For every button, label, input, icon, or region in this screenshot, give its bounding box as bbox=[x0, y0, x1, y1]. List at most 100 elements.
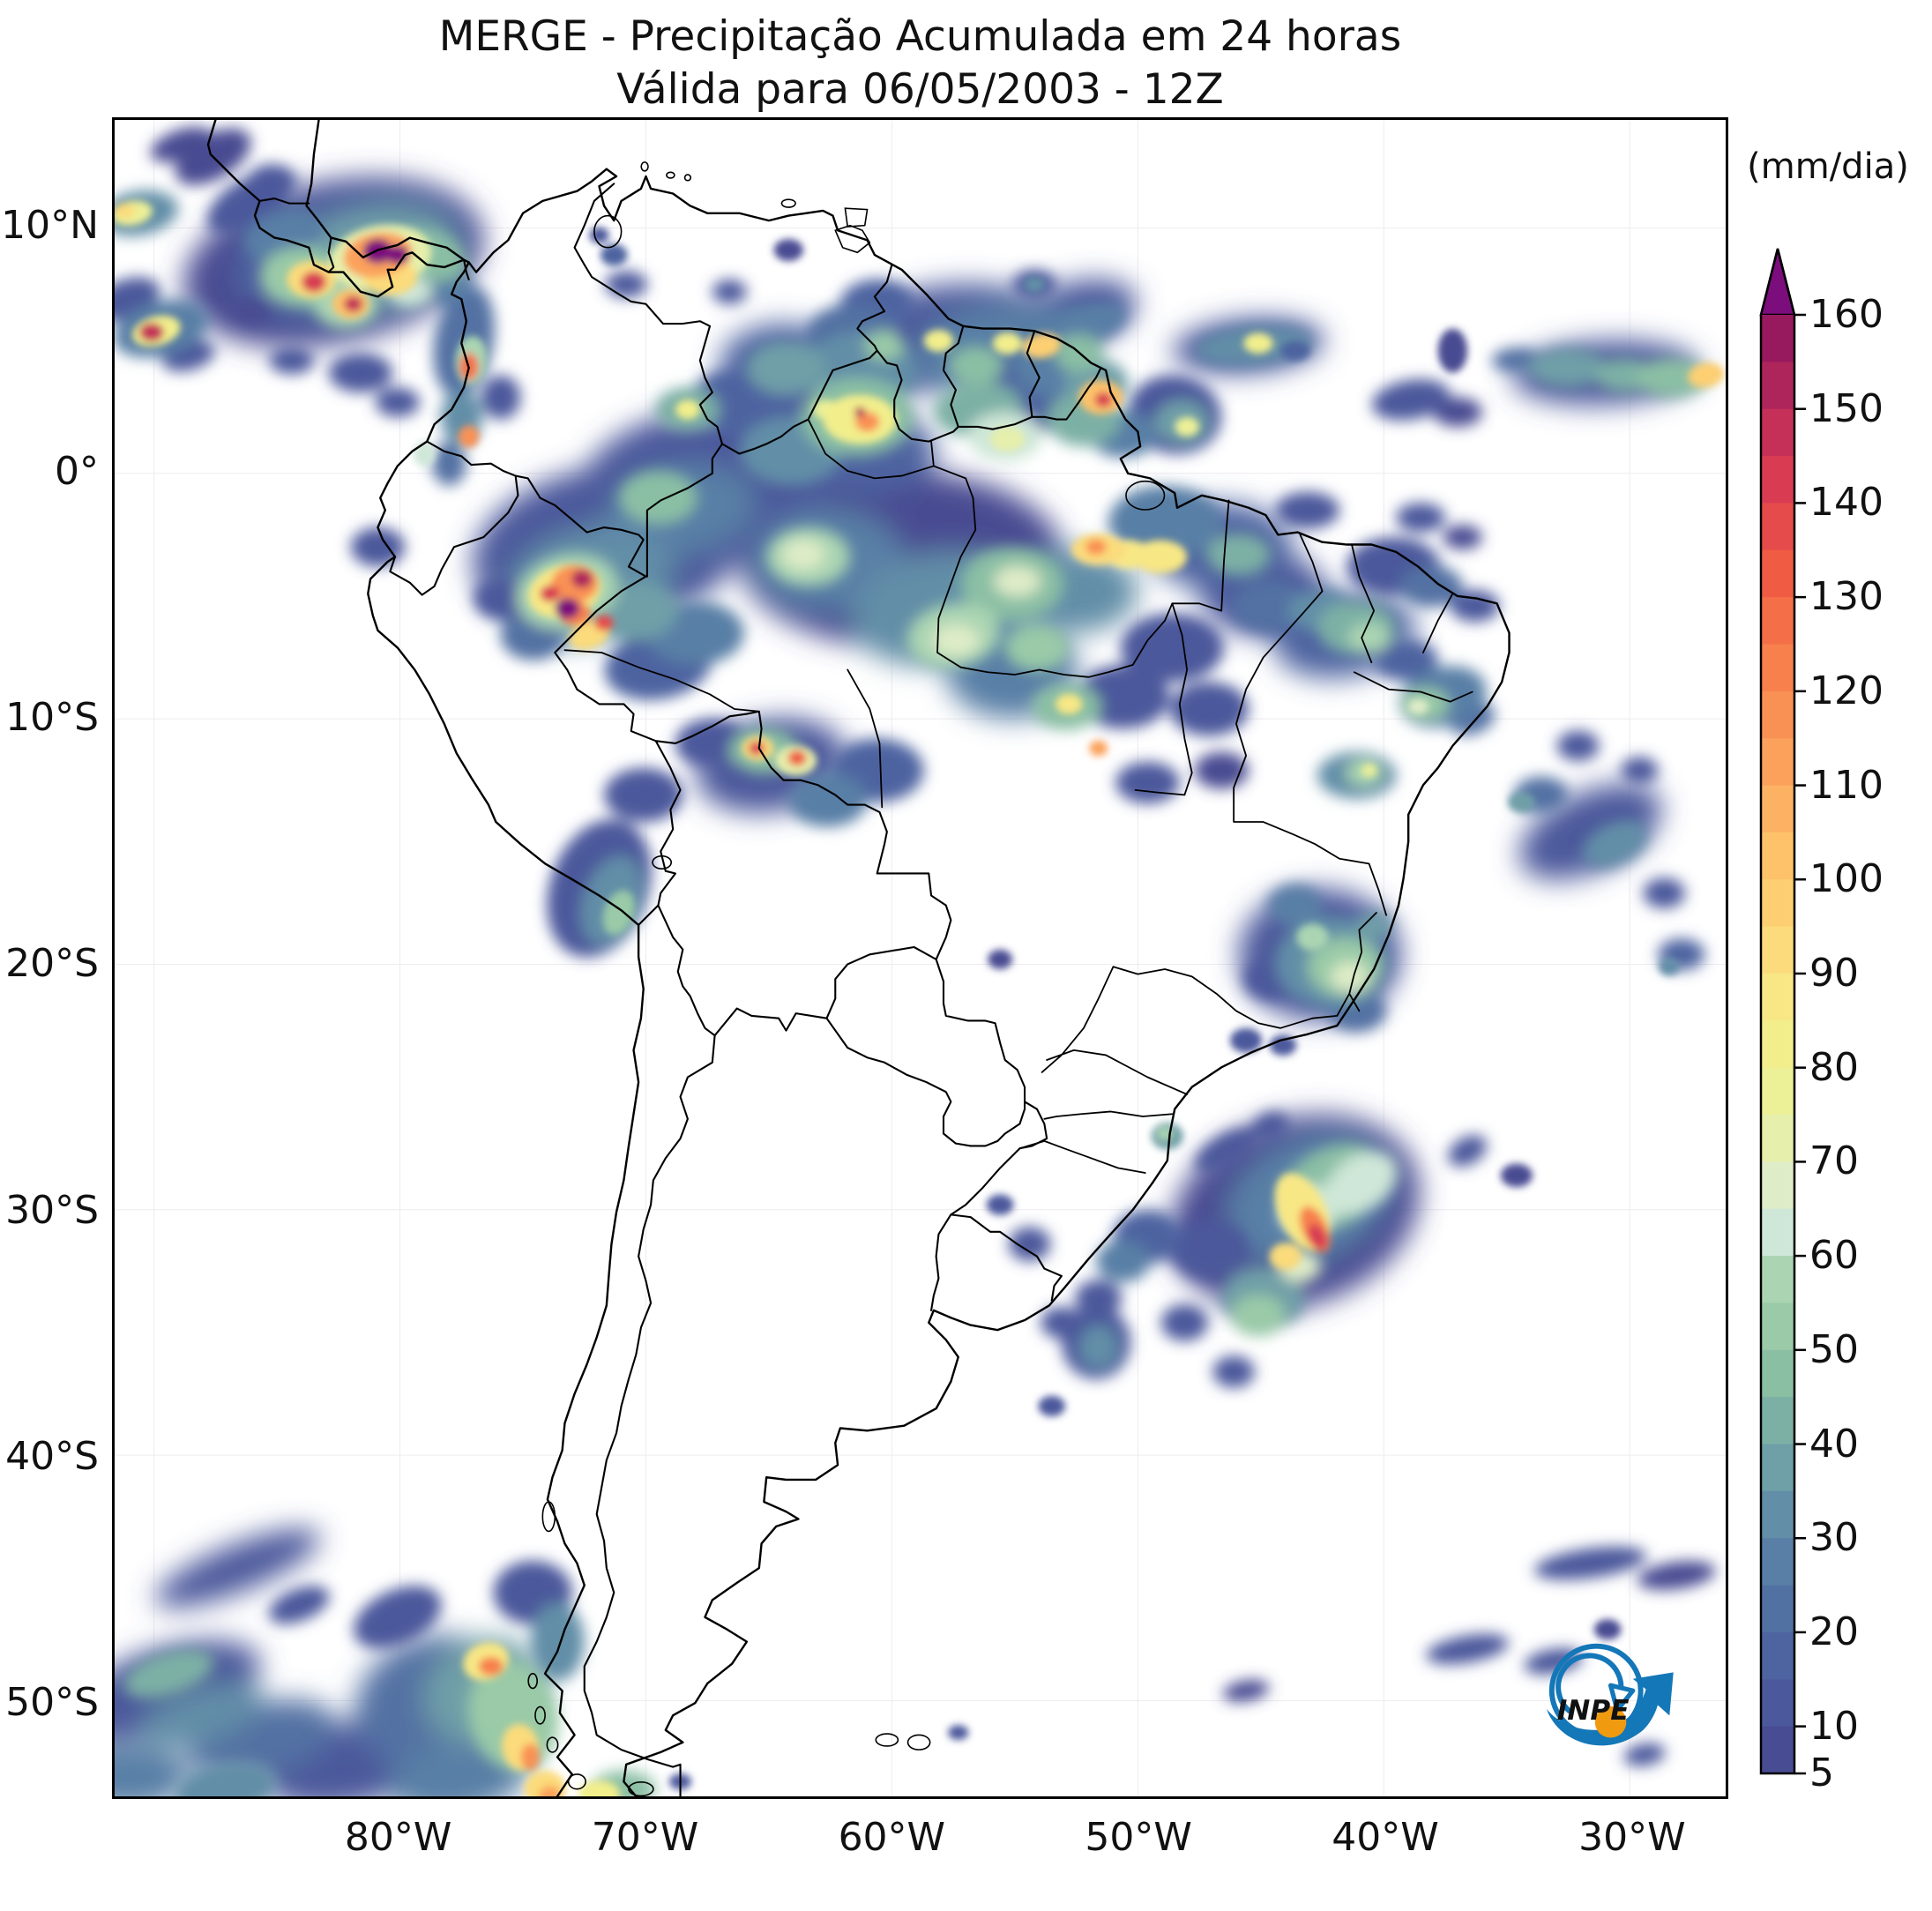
colorbar-segment bbox=[1761, 1256, 1794, 1304]
precip-blob bbox=[1296, 923, 1329, 952]
precip-blob bbox=[1371, 379, 1451, 421]
precip-blob bbox=[986, 1194, 1014, 1215]
colorbar-segment bbox=[1761, 785, 1794, 833]
precip-blob bbox=[1325, 1151, 1398, 1214]
precip-blob bbox=[712, 279, 747, 304]
precip-blob bbox=[115, 203, 136, 219]
precip-blob bbox=[989, 426, 1026, 452]
precip-blob bbox=[1280, 340, 1310, 361]
colorbar-tick-label: 160 bbox=[1809, 292, 1884, 337]
colorbar-segment bbox=[1761, 597, 1794, 646]
colorbar-tick-label: 100 bbox=[1809, 856, 1884, 902]
falkland-east bbox=[908, 1735, 930, 1750]
precip-blob bbox=[232, 299, 272, 325]
precip-blob bbox=[530, 1602, 585, 1682]
y-axis-label: 30°S bbox=[5, 1187, 99, 1233]
precip-blob bbox=[788, 773, 868, 827]
margarita-island bbox=[781, 199, 795, 207]
precip-blob bbox=[1500, 1163, 1533, 1188]
precip-blob bbox=[1231, 1294, 1286, 1337]
precip-blob bbox=[540, 585, 560, 602]
precip-blob bbox=[1094, 392, 1113, 407]
precip-blob bbox=[1004, 623, 1070, 671]
precip-blob bbox=[1355, 911, 1393, 939]
precip-blob bbox=[932, 624, 980, 656]
falkland-west bbox=[876, 1734, 898, 1746]
precip-blob bbox=[1443, 525, 1482, 550]
precip-blob bbox=[571, 570, 593, 588]
precip-blob bbox=[474, 578, 528, 620]
colorbar-outline bbox=[1759, 248, 1796, 1775]
colorbar-segment bbox=[1761, 1585, 1794, 1633]
precipitation-layer-mid bbox=[115, 126, 1716, 1796]
marajo-island bbox=[1126, 481, 1165, 510]
colorbar-tick-label: 10 bbox=[1809, 1703, 1859, 1749]
colorbar-tick-label: 90 bbox=[1809, 950, 1859, 996]
logo-swirl-arrowhead bbox=[1608, 1683, 1636, 1713]
colorbar-segment bbox=[1761, 1444, 1794, 1492]
precip-blob bbox=[1169, 1219, 1249, 1279]
colorbar-tick-label: 150 bbox=[1809, 385, 1884, 431]
precip-blob bbox=[154, 1528, 321, 1608]
colorbar-segment bbox=[1761, 315, 1794, 362]
colorbar-segment bbox=[1761, 690, 1794, 739]
precip-blob bbox=[1045, 302, 1127, 346]
precip-blob bbox=[854, 407, 866, 417]
precip-blob bbox=[1534, 1546, 1647, 1580]
precip-blob bbox=[1041, 1306, 1083, 1339]
colorbar-over-arrow bbox=[1759, 248, 1796, 317]
precip-blob bbox=[1399, 565, 1463, 608]
figure-title-line2: Válida para 06/05/2003 - 12Z bbox=[616, 65, 1224, 114]
colorbar-tick-label: 110 bbox=[1809, 762, 1884, 808]
precip-blob bbox=[1396, 503, 1446, 533]
colorbar-tick-label: 50 bbox=[1809, 1326, 1859, 1372]
precip-blob bbox=[1268, 885, 1323, 927]
curacao-island bbox=[667, 172, 675, 178]
precip-blob bbox=[1450, 590, 1500, 623]
tierra-del-fuego-island bbox=[629, 1782, 653, 1796]
precip-blob bbox=[746, 340, 826, 395]
y-axis-label: 0° bbox=[55, 449, 99, 495]
lake-titicaca bbox=[653, 856, 671, 869]
precip-blob bbox=[948, 346, 1003, 385]
fjord-island-2 bbox=[535, 1706, 545, 1723]
precip-blob bbox=[1269, 1034, 1297, 1056]
precip-blob bbox=[923, 329, 954, 353]
precip-blob bbox=[1528, 347, 1608, 388]
lake-maracaibo bbox=[594, 216, 622, 248]
precip-blob bbox=[138, 323, 164, 342]
chiloe-island bbox=[542, 1502, 555, 1531]
colorbar-segment bbox=[1761, 1538, 1794, 1586]
colorbar-segment bbox=[1761, 973, 1794, 1021]
logo-swirl bbox=[1555, 1653, 1624, 1714]
precip-blob bbox=[782, 539, 824, 570]
precip-blob bbox=[675, 399, 700, 420]
colorbar-segment bbox=[1761, 1397, 1794, 1445]
logo-swoosh-arrow bbox=[1546, 1672, 1674, 1746]
precip-blob bbox=[992, 332, 1023, 355]
colorbar-segment bbox=[1761, 503, 1794, 551]
precip-blob bbox=[1055, 693, 1083, 715]
precip-blob bbox=[1195, 1128, 1257, 1173]
precip-blob bbox=[600, 243, 628, 266]
fjord-island-3 bbox=[547, 1737, 557, 1752]
precip-blob bbox=[854, 412, 880, 432]
precip-blob bbox=[1212, 1355, 1255, 1388]
precip-blob bbox=[1637, 1561, 1716, 1590]
colorbar-segment bbox=[1761, 738, 1794, 787]
precip-blob bbox=[555, 598, 580, 619]
colorbar-segments bbox=[1761, 315, 1794, 1774]
colorbar-segment bbox=[1761, 1679, 1794, 1728]
precip-blob bbox=[458, 425, 480, 448]
colorbar-segment bbox=[1761, 1303, 1794, 1351]
colorbar-tick-label: 130 bbox=[1809, 574, 1884, 620]
y-axis-label: 50°S bbox=[5, 1680, 99, 1726]
precip-blob bbox=[431, 441, 466, 486]
precip-blob bbox=[375, 387, 420, 417]
colorbar-tick-label: 60 bbox=[1809, 1233, 1859, 1279]
precip-blob bbox=[1243, 332, 1273, 354]
precip-blob bbox=[1023, 276, 1046, 293]
precip-blob bbox=[1634, 357, 1709, 398]
precip-blob bbox=[539, 1786, 562, 1796]
